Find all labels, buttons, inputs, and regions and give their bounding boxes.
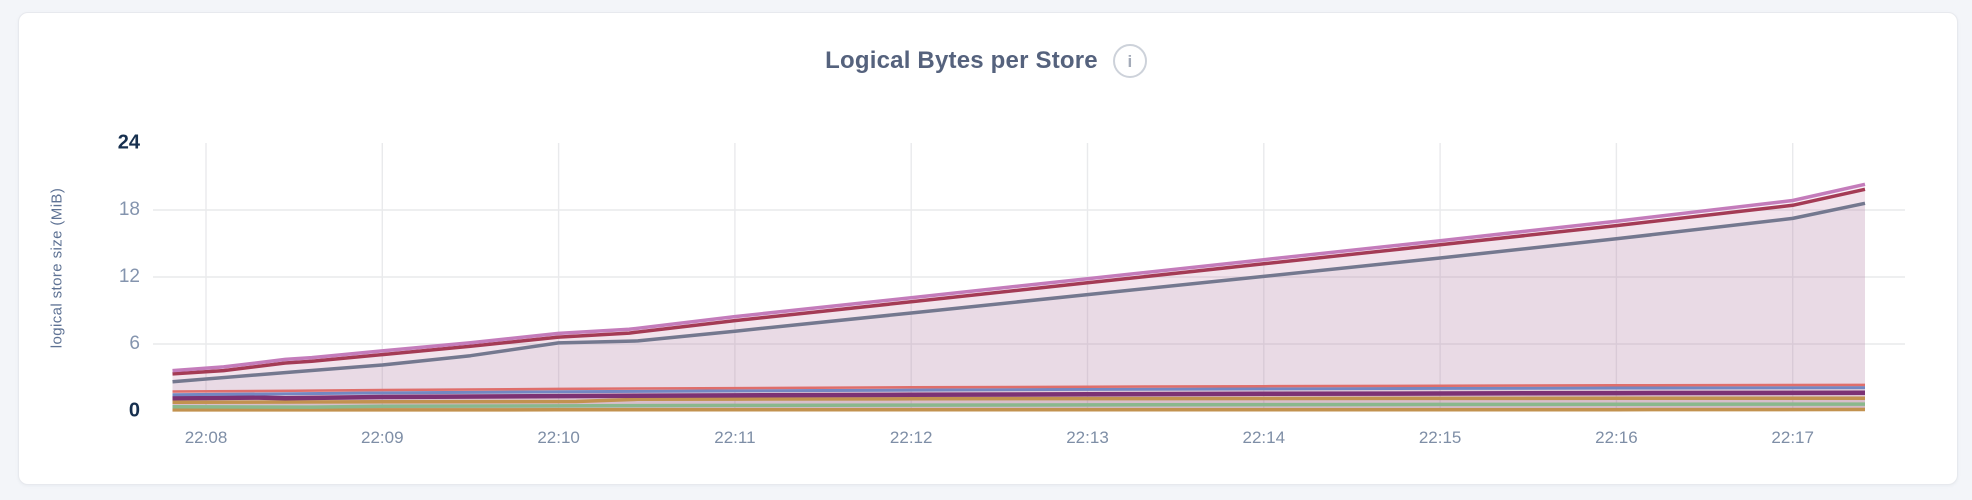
chart-title: Logical Bytes per Store bbox=[825, 47, 1098, 74]
y-tick-18: 18 bbox=[118, 199, 140, 220]
info-icon[interactable]: i bbox=[1112, 44, 1147, 78]
y-tick-0: 0 bbox=[128, 399, 140, 422]
series-line-series-1 bbox=[172, 182, 1866, 373]
series-line-series-8 bbox=[172, 402, 1866, 409]
x-tick-22:13: 22:13 bbox=[1066, 428, 1109, 447]
series-area-series-1 bbox=[172, 184, 1865, 411]
x-tick-22:17: 22:17 bbox=[1771, 428, 1814, 447]
y-tick-6: 6 bbox=[129, 333, 140, 354]
series-line-series-3 bbox=[172, 201, 1866, 384]
x-tick-22:11: 22:11 bbox=[714, 428, 756, 447]
x-tick-22:16: 22:16 bbox=[1595, 428, 1638, 447]
series-line-series-4 bbox=[172, 383, 1866, 393]
x-tick-22:08: 22:08 bbox=[184, 428, 228, 447]
x-tick-22:12: 22:12 bbox=[889, 428, 933, 447]
series-area-series-3 bbox=[172, 203, 1865, 411]
x-tick-22:09: 22:09 bbox=[361, 428, 404, 447]
series-line-series-7 bbox=[172, 396, 1866, 405]
series-line-series-5 bbox=[172, 386, 1866, 397]
x-tick-22:14: 22:14 bbox=[1242, 428, 1286, 447]
series-line-series-6 bbox=[172, 390, 1866, 401]
y-tick-12: 12 bbox=[118, 266, 140, 287]
x-tick-22:10: 22:10 bbox=[537, 428, 580, 447]
y-tick-24: 24 bbox=[117, 131, 140, 154]
series-line-series-2 bbox=[172, 187, 1866, 376]
chart-header: Logical Bytes per Store i bbox=[0, 44, 1972, 78]
x-tick-22:15: 22:15 bbox=[1418, 428, 1462, 447]
